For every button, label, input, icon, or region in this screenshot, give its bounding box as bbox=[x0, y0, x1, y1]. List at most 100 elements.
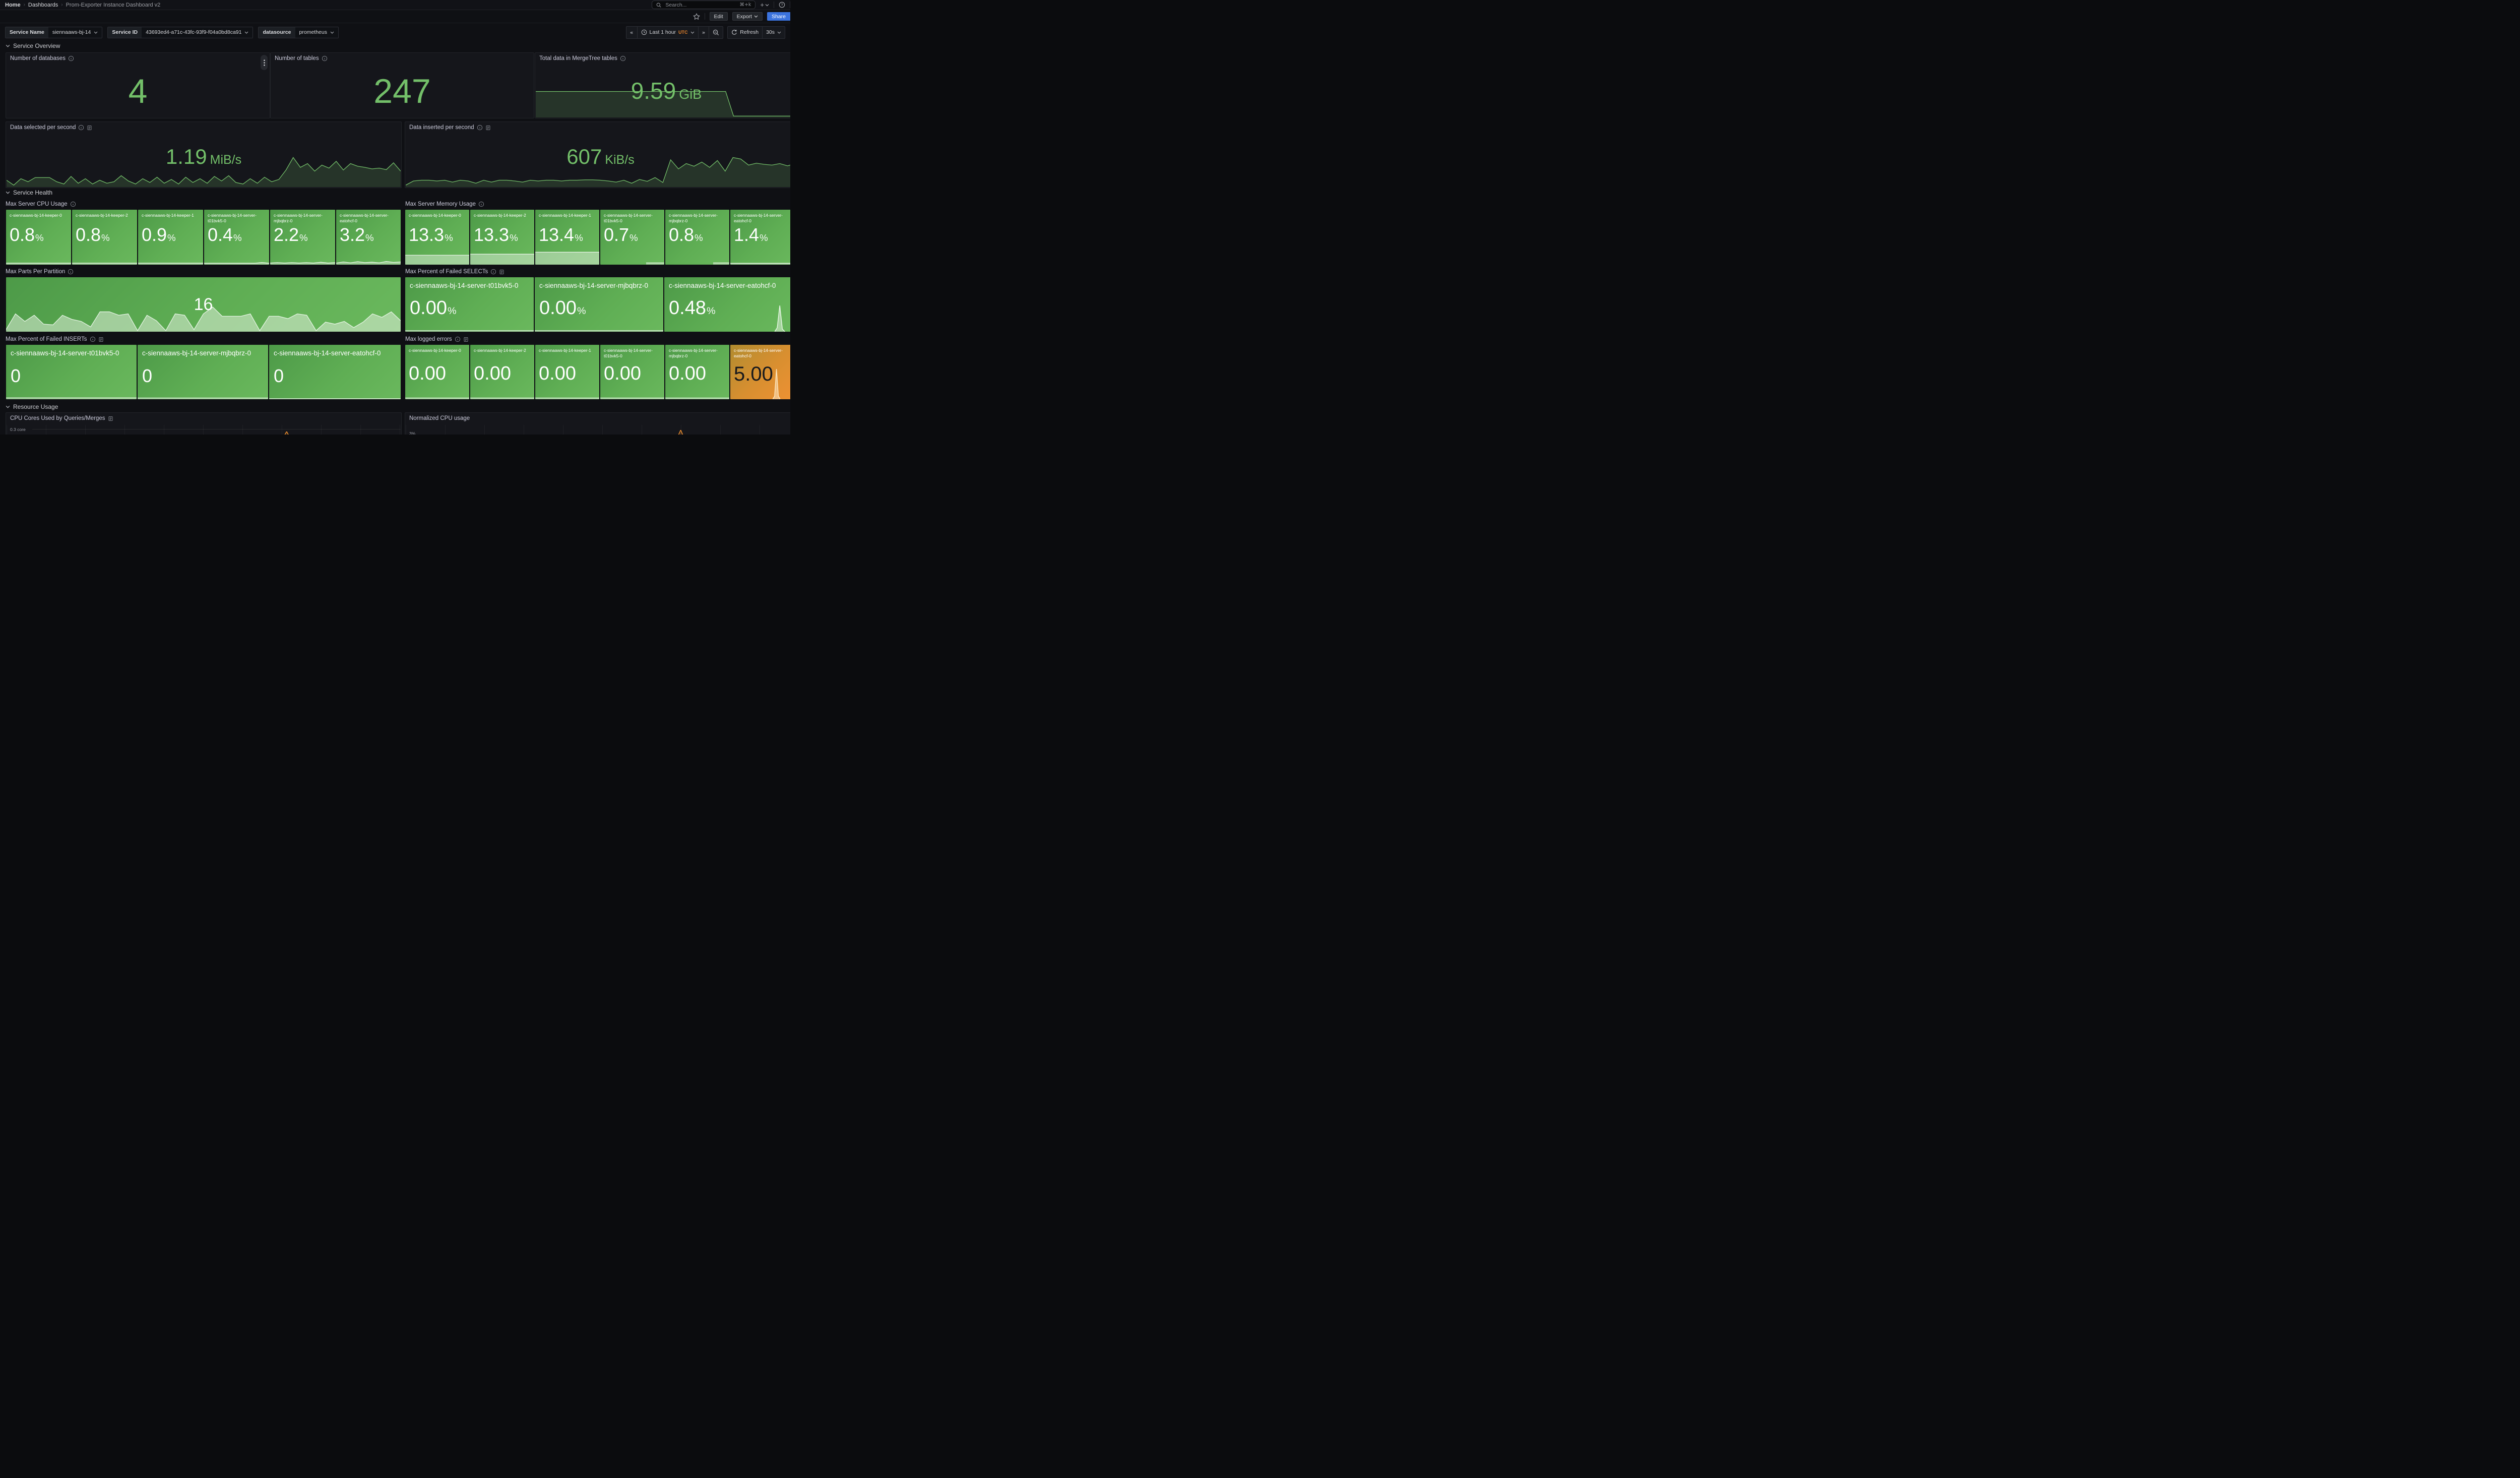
stat-tile-warning: c-siennaaws-bj-14-server-eatohcf-0 5.00 bbox=[730, 345, 790, 399]
panel-normalized-cpu: Normalized CPU usage 3% bbox=[405, 412, 790, 435]
stat-tile: c-siennaaws-bj-14-keeper-2 0.8% bbox=[72, 210, 137, 265]
add-new-button[interactable]: + bbox=[760, 1, 769, 9]
panel-links-icon[interactable] bbox=[108, 416, 113, 421]
time-range-label: Last 1 hour bbox=[649, 29, 676, 35]
search-shortcut: ⌘+k bbox=[739, 2, 751, 8]
panel-title[interactable]: Total data in MergeTree tables bbox=[539, 55, 617, 61]
panel-links-icon[interactable] bbox=[87, 125, 92, 131]
stat-tile: c-siennaaws-bj-14-keeper-1 13.4% bbox=[535, 210, 599, 265]
stat-tile: c-siennaaws-bj-14-server-eatohcf-0 0.48% bbox=[664, 277, 790, 332]
panel-title[interactable]: CPU Cores Used by Queries/Merges bbox=[10, 415, 105, 421]
info-icon[interactable] bbox=[620, 55, 626, 61]
panel-data-selected-per-second: Data selected per second 1.19 MiB/s bbox=[6, 121, 402, 188]
spike-sparkline bbox=[772, 369, 781, 399]
chevron-down-icon bbox=[754, 15, 758, 18]
sparkline bbox=[6, 297, 401, 332]
section-resource-usage[interactable]: Resource Usage bbox=[6, 403, 58, 410]
stat-tile: c-siennaaws-bj-14-server-t01bvk5-0 0.7% bbox=[600, 210, 664, 265]
info-icon[interactable] bbox=[70, 201, 76, 207]
info-icon[interactable] bbox=[68, 269, 74, 275]
chevron-down-icon bbox=[245, 31, 248, 34]
section-service-overview[interactable]: Service Overview bbox=[6, 42, 60, 49]
sparkline bbox=[7, 149, 401, 187]
panel-menu-kebab-icon[interactable] bbox=[261, 55, 268, 70]
export-button[interactable]: Export bbox=[732, 12, 763, 21]
time-range-picker[interactable]: Last 1 hour UTC bbox=[637, 26, 698, 38]
stat-tile: c-siennaaws-bj-14-server-eatohcf-0 1.4% bbox=[730, 210, 790, 265]
panel-links-icon[interactable] bbox=[499, 269, 505, 275]
panel-title-failed-inserts: Max Percent of Failed INSERTs bbox=[6, 336, 104, 342]
breadcrumb-dashboards[interactable]: Dashboards bbox=[28, 2, 58, 8]
panel-data-inserted-per-second: Data inserted per second 607 KiB/s bbox=[405, 121, 790, 188]
panel-links-icon[interactable] bbox=[463, 337, 469, 342]
stat-tile: c-siennaaws-bj-14-server-eatohcf-0 3.2% bbox=[336, 210, 401, 265]
panel-cpu-cores-used: CPU Cores Used by Queries/Merges 0.3 cor… bbox=[6, 412, 402, 435]
breadcrumb-separator: › bbox=[61, 2, 63, 8]
spike-sparkline bbox=[281, 432, 293, 435]
search-box[interactable]: ⌘+k bbox=[652, 1, 756, 9]
info-icon[interactable] bbox=[478, 201, 484, 207]
help-icon[interactable]: ? bbox=[779, 2, 785, 8]
panel-title-max-cpu: Max Server CPU Usage bbox=[6, 201, 76, 207]
stat-tile: c-siennaaws-bj-14-keeper-2 0.00 bbox=[470, 345, 534, 399]
section-service-health[interactable]: Service Health bbox=[6, 189, 52, 196]
stat-tile: c-siennaaws-bj-14-keeper-0 13.3% bbox=[405, 210, 469, 265]
variable-service-id[interactable]: Service ID 43693ed4-a71c-43fc-93f9-f04a0… bbox=[107, 26, 254, 38]
panel-title[interactable]: Number of tables bbox=[275, 55, 319, 61]
variable-value: prometheus bbox=[299, 29, 327, 35]
edit-button[interactable]: Edit bbox=[709, 12, 728, 21]
zoom-out-button[interactable] bbox=[709, 26, 723, 38]
stat-tile: c-siennaaws-bj-14-server-t01bvk5-0 0.4% bbox=[204, 210, 269, 265]
chevron-down-icon bbox=[6, 405, 10, 408]
time-shift-back-button[interactable]: « bbox=[629, 29, 634, 36]
variable-label: Service ID bbox=[108, 27, 142, 38]
chevron-down-icon bbox=[94, 31, 98, 34]
info-icon[interactable] bbox=[90, 336, 96, 342]
refresh-button[interactable]: Refresh bbox=[728, 27, 762, 38]
panel-title[interactable]: Normalized CPU usage bbox=[409, 415, 470, 421]
refresh-interval-dropdown[interactable]: 30s bbox=[762, 26, 785, 38]
favorite-star-icon[interactable] bbox=[692, 13, 700, 20]
panel-title[interactable]: Number of databases bbox=[10, 55, 66, 61]
time-shift-forward-button[interactable]: » bbox=[698, 26, 709, 38]
variable-service-name[interactable]: Service Name siennaaws-bj-14 bbox=[5, 26, 103, 38]
dashboard-toolbar: Edit Export Share bbox=[0, 10, 790, 23]
refresh-icon bbox=[732, 30, 737, 35]
panel-total-mergetree-data: Total data in MergeTree tables 9.59 GiB bbox=[535, 52, 790, 118]
sparkline bbox=[536, 71, 790, 117]
info-icon[interactable] bbox=[322, 55, 328, 61]
chevron-down-icon bbox=[330, 31, 334, 34]
info-icon[interactable] bbox=[68, 55, 74, 61]
panel-title-logged-errors: Max logged errors bbox=[405, 336, 469, 342]
breadcrumb-home[interactable]: Home bbox=[5, 2, 21, 8]
zoom-out-icon bbox=[713, 29, 719, 35]
info-icon[interactable] bbox=[78, 125, 84, 131]
panel-links-icon[interactable] bbox=[98, 337, 104, 342]
stat-tile: c-siennaaws-bj-14-server-mjbqbrz-0 0.00% bbox=[535, 277, 663, 332]
panel-title[interactable]: Data inserted per second bbox=[409, 125, 474, 131]
variable-label: Service Name bbox=[6, 27, 48, 38]
stat-tile: c-siennaaws-bj-14-keeper-2 13.3% bbox=[470, 210, 534, 265]
stat-tile: c-siennaaws-bj-14-server-t01bvk5-0 0.00% bbox=[405, 277, 534, 332]
variable-datasource[interactable]: datasource prometheus bbox=[258, 26, 339, 38]
breadcrumb-separator: › bbox=[23, 2, 25, 8]
chevron-down-icon bbox=[690, 31, 694, 34]
stat-value: 607 KiB/s bbox=[566, 145, 635, 168]
info-icon[interactable] bbox=[477, 125, 483, 131]
share-button[interactable]: Share bbox=[767, 12, 790, 21]
chevron-down-icon bbox=[6, 191, 10, 194]
info-icon[interactable] bbox=[490, 269, 496, 275]
panel-title[interactable]: Data selected per second bbox=[10, 125, 76, 131]
refresh-controls: Refresh 30s bbox=[727, 26, 785, 39]
search-input[interactable] bbox=[664, 1, 737, 9]
stat-tile: c-siennaaws-bj-14-server-t01bvk5-0 0.00 bbox=[600, 345, 664, 399]
stat-tile: c-siennaaws-bj-14-keeper-1 0.00 bbox=[535, 345, 599, 399]
top-nav: Home › Dashboards › Prom-Exporter Instan… bbox=[0, 0, 790, 10]
panel-links-icon[interactable] bbox=[485, 125, 491, 131]
stat-tile: c-siennaaws-bj-14-server-t01bvk5-0 0 bbox=[6, 345, 137, 399]
stat-tile: c-siennaaws-bj-14-keeper-0 0.00 bbox=[405, 345, 469, 399]
panel-title-max-parts: Max Parts Per Partition bbox=[6, 269, 74, 275]
tile-value: 16 bbox=[194, 295, 213, 314]
info-icon[interactable] bbox=[455, 336, 461, 342]
clock-icon bbox=[641, 29, 647, 35]
